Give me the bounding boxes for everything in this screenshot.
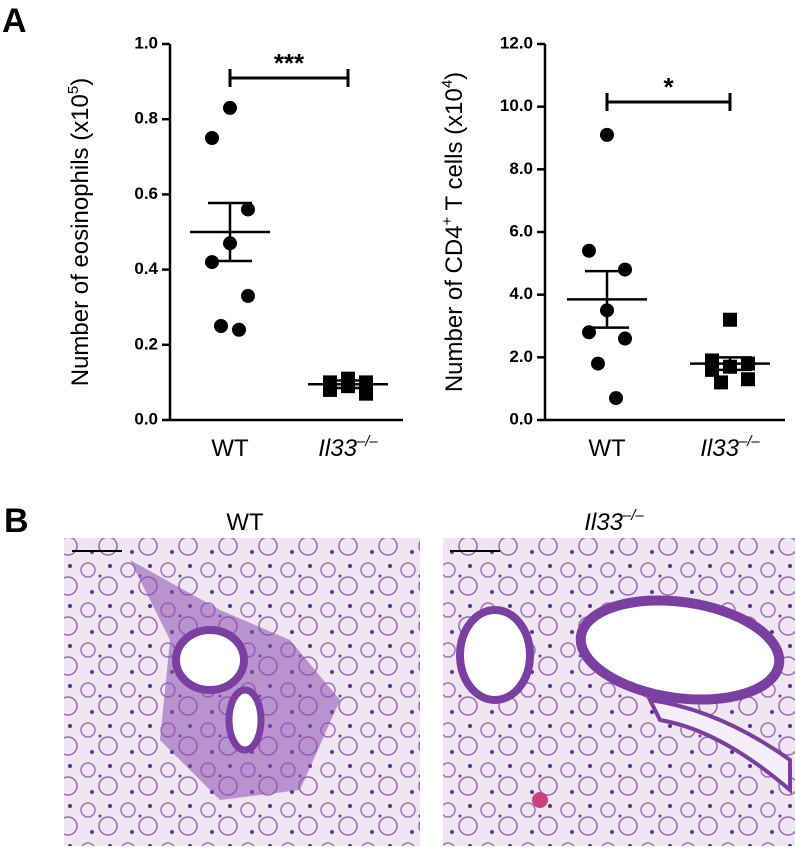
y-axis-label: Number of CD4+ T cells (x104)	[439, 72, 468, 392]
y-tick-label: 2.0	[509, 347, 533, 366]
y-tick-label: 0.0	[134, 409, 158, 428]
x-tick-label: Il33–/–	[700, 433, 760, 462]
panel-label: B	[4, 502, 29, 540]
data-point	[232, 322, 246, 337]
y-tick-label: 0.6	[134, 184, 158, 203]
text-part: –/–	[738, 433, 761, 450]
y-tick-label: 10.0	[500, 96, 533, 115]
text-part: Il33	[318, 435, 357, 462]
data-point	[205, 131, 219, 145]
vessel	[646, 697, 792, 795]
airway	[172, 626, 248, 694]
data-point	[359, 375, 373, 390]
data-point	[591, 356, 605, 371]
y-tick-label: 0.4	[134, 259, 158, 278]
text-part: 4	[439, 80, 456, 88]
text-part: T cells (x10	[441, 88, 468, 217]
y-tick-label: 0.0	[509, 409, 533, 428]
text-part: Number of CD4	[441, 225, 468, 392]
airway	[575, 595, 785, 705]
data-point	[582, 243, 596, 258]
text-part: 5	[65, 86, 82, 94]
text-part: Il33	[584, 509, 623, 536]
significance-label: *	[663, 72, 674, 102]
data-point	[723, 312, 737, 327]
data-point	[214, 319, 228, 333]
text-part: WT	[211, 435, 249, 462]
data-point	[600, 127, 614, 142]
y-tick-label: 0.2	[134, 334, 158, 353]
histology-ko: Il33–/–	[443, 507, 795, 846]
y-tick-label: 4.0	[509, 284, 533, 303]
histology-wt: WT	[64, 509, 420, 846]
x-tick-label: WT	[211, 435, 249, 462]
y-tick-label: 6.0	[509, 221, 533, 240]
data-point	[618, 331, 632, 346]
airway	[225, 686, 265, 754]
data-point	[323, 382, 337, 397]
text-part: –/–	[356, 433, 379, 450]
histology-title: Il33–/–	[584, 507, 644, 536]
airway	[456, 606, 534, 704]
data-point	[359, 386, 373, 401]
data-point	[741, 372, 755, 387]
data-point	[223, 100, 237, 115]
text-part: WT	[588, 435, 626, 462]
data-point	[714, 375, 728, 390]
text-part: Number of eosinophils (x10	[67, 94, 94, 386]
x-tick-label: Il33–/–	[318, 433, 378, 462]
significance-label: ***	[274, 48, 305, 78]
text-part: Il33	[700, 435, 739, 462]
data-point	[241, 202, 255, 217]
data-point	[609, 391, 623, 406]
data-point	[618, 262, 632, 277]
text-part: –/–	[622, 507, 645, 524]
text-part: )	[67, 78, 94, 86]
y-tick-label: 8.0	[509, 159, 533, 178]
text-part: )	[441, 72, 468, 80]
y-tick-label: 0.8	[134, 109, 158, 128]
panel-label: A	[2, 2, 27, 40]
blood-cells	[532, 792, 548, 808]
y-tick-label: 12.0	[500, 33, 533, 52]
histology-title: WT	[226, 509, 264, 536]
x-tick-label: WT	[588, 435, 626, 462]
data-point	[241, 288, 255, 303]
y-tick-label: 1.0	[134, 33, 158, 52]
text-part: +	[439, 216, 456, 225]
y-axis-label: Number of eosinophils (x105)	[65, 78, 94, 387]
